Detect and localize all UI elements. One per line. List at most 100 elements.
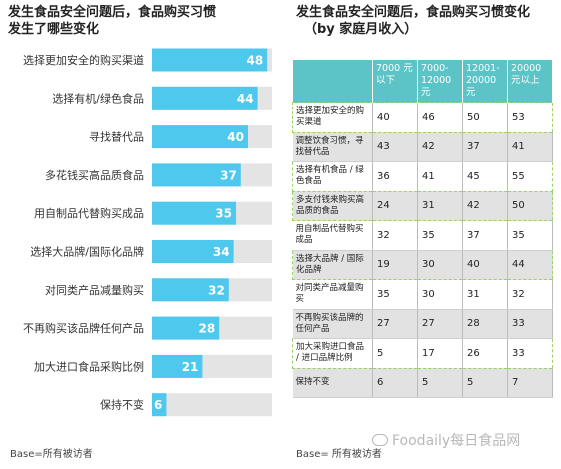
bar — [152, 48, 268, 72]
row-label: 加大采购进口食品 / 进口品牌比例 — [292, 338, 373, 369]
table-cell: 50 — [462, 102, 508, 133]
chat-bubble-icon — [372, 434, 388, 446]
table-cell: 31 — [417, 190, 463, 221]
table-cell: 41 — [507, 132, 553, 162]
income-table: 7000 元以下 7000-12000 元 12001-20000 元 20000 元… — [292, 60, 553, 398]
bar — [152, 393, 167, 417]
row-label: 选择大品牌 / 国际化品牌 — [292, 249, 373, 280]
table-row: 选择有机食品 / 绿色食品 36 41 45 55 — [292, 161, 553, 192]
table-row: 调整饮食习惯，寻找替代品 43 42 37 41 — [292, 132, 553, 162]
table-cell: 30 — [417, 249, 463, 280]
column-header: 7000-12000 元 — [417, 60, 463, 103]
table-cell: 55 — [507, 161, 553, 192]
row-label: 多支付钱来购买高品质的食品 — [292, 190, 373, 221]
table-cell: 37 — [462, 220, 508, 251]
table-cell: 31 — [462, 279, 508, 310]
table-cell: 24 — [372, 190, 418, 221]
column-header: 7000 元以下 — [372, 60, 418, 103]
table-cell: 6 — [372, 368, 418, 398]
table-cell: 19 — [372, 249, 418, 280]
table-cell: 33 — [507, 309, 553, 339]
table-row: 用自制品代替购买成品 32 35 37 35 — [292, 220, 553, 251]
bar — [152, 86, 258, 110]
category-label: 用自制品代替购买成品 — [34, 206, 144, 220]
table-cell: 42 — [462, 190, 508, 221]
bar-value-label: 21 — [182, 360, 199, 374]
table-cell: 35 — [372, 279, 418, 310]
row-label: 调整饮食习惯，寻找替代品 — [292, 132, 373, 162]
bar-value-label: 40 — [227, 130, 244, 144]
table-row: 加大采购进口食品 / 进口品牌比例 5 17 26 33 — [292, 338, 553, 369]
table-cell: 26 — [462, 338, 508, 369]
column-header — [292, 60, 373, 103]
left-chart-title-line2: 发生了哪些变化 — [8, 22, 100, 37]
table-row: 保持不变 6 5 5 7 — [292, 368, 553, 398]
table-cell: 27 — [372, 309, 418, 339]
bar-track — [152, 393, 272, 417]
right-base-note: Base= 所有被访者 — [296, 449, 382, 460]
bar-value-label: 32 — [208, 283, 225, 297]
watermark: Foodaily每日食品网 — [372, 430, 520, 450]
table-row: 不再购买该品牌的任何产品 27 27 28 33 — [292, 309, 553, 339]
bar-value-label: 34 — [213, 245, 230, 259]
row-label: 对同类产品减量购买 — [292, 279, 373, 310]
category-label: 对同类产品减量购买 — [45, 283, 144, 297]
bar — [152, 278, 229, 302]
bar-value-label: 28 — [198, 322, 215, 336]
bar — [152, 354, 203, 378]
table-cell: 7 — [507, 368, 553, 398]
bar-chart: 选择更加安全的购买渠道 48 选择有机/绿色食品 44 寻找替代品 40 多花钱买高品质食品… — [23, 48, 272, 417]
table-cell: 53 — [507, 102, 553, 133]
bar-value-label: 6 — [154, 398, 162, 412]
table-cell: 35 — [417, 220, 463, 251]
bar — [152, 240, 234, 263]
table-cell: 37 — [462, 132, 508, 162]
category-label: 不再购买该品牌任何产品 — [23, 321, 144, 335]
bar-value-label: 37 — [220, 168, 237, 182]
table-row: 多支付钱来购买高品质的食品 24 31 42 50 — [292, 190, 553, 221]
table-cell: 50 — [507, 190, 553, 221]
row-label: 保持不变 — [292, 368, 373, 398]
bar — [152, 125, 248, 149]
table-cell: 46 — [417, 102, 463, 133]
table-cell: 40 — [462, 249, 508, 280]
column-header: 20000 元以上 — [507, 60, 553, 103]
left-chart-title: 发生食品安全问题后，食品购买习惯 — [8, 5, 217, 20]
table-cell: 32 — [372, 220, 418, 251]
table-cell: 32 — [507, 279, 553, 310]
row-label: 不再购买该品牌的任何产品 — [292, 309, 373, 339]
table-row: 选择更加安全的购买渠道 40 46 50 53 — [292, 102, 553, 133]
category-label: 多花钱买高品质食品 — [45, 168, 144, 182]
table-cell: 40 — [372, 102, 418, 133]
row-label: 用自制品代替购买成品 — [292, 220, 373, 251]
table-cell: 43 — [372, 132, 418, 162]
category-label: 保持不变 — [100, 398, 144, 412]
bar — [152, 201, 236, 225]
table-cell: 17 — [417, 338, 463, 369]
table-cell: 44 — [507, 249, 553, 280]
category-label: 选择有机/绿色食品 — [52, 91, 144, 105]
table-cell: 30 — [417, 279, 463, 310]
left-base-note: Base=所有被访者 — [10, 449, 93, 460]
row-label: 选择更加安全的购买渠道 — [292, 102, 373, 133]
table-cell: 27 — [417, 309, 463, 339]
table-cell: 5 — [462, 368, 508, 398]
category-label: 选择大品牌/国际化品牌 — [30, 245, 144, 259]
bar-value-label: 48 — [246, 54, 263, 68]
right-table-title: 发生食品安全问题后，食品购买习惯变化 — [296, 5, 531, 20]
bar — [152, 316, 220, 340]
table-cell: 5 — [372, 338, 418, 369]
watermark-text: Foodaily每日食品网 — [392, 433, 521, 449]
table-cell: 45 — [462, 161, 508, 192]
table-cell: 35 — [507, 220, 553, 251]
category-label: 选择更加安全的购买渠道 — [23, 53, 144, 67]
bar — [152, 163, 241, 187]
category-label: 加大进口食品采购比例 — [34, 359, 144, 373]
table-cell: 42 — [417, 132, 463, 162]
bar-value-label: 35 — [215, 207, 232, 221]
column-header: 12001-20000 元 — [462, 60, 508, 103]
table-cell: 36 — [372, 161, 418, 192]
table-row: 选择大品牌 / 国际化品牌 19 30 40 44 — [292, 249, 553, 280]
category-label: 寻找替代品 — [89, 130, 144, 144]
table-cell: 41 — [417, 161, 463, 192]
